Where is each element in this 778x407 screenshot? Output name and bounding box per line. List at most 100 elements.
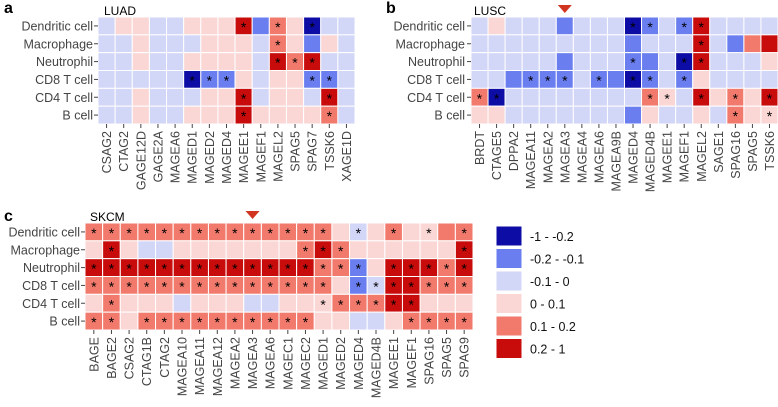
column-label: TSSK6 <box>323 131 337 171</box>
heatmap-cell <box>97 34 116 54</box>
heatmap-cell <box>349 240 368 260</box>
significance-star: * <box>232 261 238 277</box>
column-label: MAGED2 <box>203 131 217 184</box>
column-label: MAGEA10 <box>176 337 190 396</box>
heatmap-cell <box>709 105 728 125</box>
significance-star: * <box>356 225 362 241</box>
panel-title: SKCM <box>90 210 125 224</box>
column-label: MAGEA3 <box>246 337 260 389</box>
legend-swatch <box>495 293 523 314</box>
significance-star: * <box>250 261 256 277</box>
column-label: MAGEA6 <box>264 337 278 389</box>
heatmap-cell <box>234 52 253 72</box>
significance-star: * <box>320 261 326 277</box>
column-label: MAGEA3 <box>558 131 572 183</box>
heatmap-cell <box>243 293 262 313</box>
heatmap-cell <box>183 105 202 125</box>
column-label: SPAG5 <box>289 131 303 172</box>
significance-star: * <box>494 90 500 106</box>
row-label: Neutrophil <box>36 55 93 69</box>
heatmap-cell <box>200 52 219 72</box>
legend-swatch <box>495 338 523 359</box>
column-label: MAGEA2 <box>228 337 242 389</box>
significance-star: * <box>215 225 221 241</box>
row-label: Dendritic cell <box>8 225 80 239</box>
heatmap-cell <box>148 70 168 89</box>
column-label: MAGED1 <box>317 337 331 390</box>
significance-star: * <box>162 225 168 241</box>
significance-star: * <box>109 296 115 312</box>
panel-letter: b <box>386 0 396 17</box>
significance-star: * <box>461 278 467 294</box>
heatmap-cell <box>148 105 168 125</box>
heatmap-cell <box>675 87 694 107</box>
legend-swatch <box>495 225 523 247</box>
heatmap-cell <box>437 293 456 313</box>
column-label: MAGEA4 <box>575 131 589 183</box>
column-label: MAGED4B <box>644 131 658 192</box>
significance-star: * <box>338 296 344 312</box>
heatmap-cell <box>260 293 280 313</box>
heatmap-cell <box>504 16 523 36</box>
heatmap-cell <box>606 52 626 72</box>
heatmap-cell <box>521 105 540 125</box>
heatmap-cell <box>137 293 157 313</box>
row-label: Neutrophil <box>408 55 465 69</box>
heatmap-cell <box>726 16 745 36</box>
significance-star: * <box>91 314 97 330</box>
significance-star: * <box>309 55 315 71</box>
significance-star: * <box>320 243 326 259</box>
heatmap-cell <box>251 52 270 72</box>
row-label: Dendritic cell <box>21 19 93 33</box>
column-label: MAGEE1 <box>661 131 675 183</box>
heatmap-cell <box>285 16 305 36</box>
column-label: MAGEA6 <box>592 131 606 183</box>
panel-title: LUAD <box>104 4 136 18</box>
row-label: Dendritic cell <box>393 19 465 33</box>
significance-star: * <box>630 72 636 88</box>
heatmap-cell <box>148 87 168 107</box>
significance-star: * <box>391 296 397 312</box>
heatmap-cell <box>658 34 677 54</box>
column-label: SAGE1 <box>712 131 726 173</box>
row-label: CD8 T cell <box>22 279 80 293</box>
legend: -1 - -0.2 -0.2 - -0.1 -0.1 - 0 0 - 0.1 0.1 -… <box>495 225 584 359</box>
heatmap-cell <box>119 311 139 331</box>
significance-star: * <box>179 261 185 277</box>
heatmap-cell <box>217 87 236 107</box>
significance-star: * <box>320 296 326 312</box>
heatmap-cell <box>190 293 209 313</box>
heatmap-cell <box>166 16 185 36</box>
row-label: B cell <box>49 315 80 329</box>
significance-star: * <box>444 314 450 330</box>
column-label: GAGE2A <box>151 130 165 182</box>
significance-star: * <box>275 37 281 53</box>
heatmap-cell <box>234 70 253 89</box>
heatmap-cell <box>131 105 150 125</box>
heatmap-cell <box>470 52 489 72</box>
significance-star: * <box>144 225 150 241</box>
heatmap-cell <box>743 52 762 72</box>
heatmap-cell <box>555 16 574 36</box>
significance-star: * <box>275 55 281 71</box>
row-label: CD8 T cell <box>35 73 93 87</box>
significance-star: * <box>320 225 326 241</box>
heatmap-cell <box>470 16 489 36</box>
heatmap-cell <box>641 105 660 125</box>
heatmap-cell <box>268 105 287 125</box>
panel-b: b LUSC* * * *** * ** * * * * * ** * * * * * ** *Dendritic c… <box>386 0 778 192</box>
column-label: BAGE <box>87 337 101 372</box>
significance-star: * <box>215 278 221 294</box>
heatmap-cell <box>624 87 643 107</box>
heatmap-cell <box>200 34 219 54</box>
significance-star: * <box>267 225 273 241</box>
legend-label: -1 - -0.2 <box>530 230 574 244</box>
heatmap-cell <box>207 293 227 313</box>
heatmap-cell <box>278 240 298 260</box>
heatmap-cell <box>589 87 608 107</box>
heatmap-cell <box>572 70 591 89</box>
significance-star: * <box>426 314 432 330</box>
significance-star: * <box>327 72 333 88</box>
heatmap-cell <box>200 105 219 125</box>
